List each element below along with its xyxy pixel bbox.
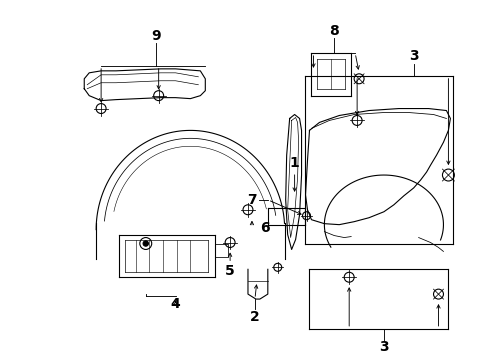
Text: 8: 8: [329, 24, 339, 38]
Text: 4: 4: [170, 297, 180, 311]
Text: 3: 3: [408, 49, 418, 63]
Circle shape: [143, 241, 148, 246]
Text: 6: 6: [260, 221, 269, 235]
Text: 3: 3: [378, 340, 388, 354]
Text: 7: 7: [246, 193, 256, 207]
Text: 5: 5: [225, 264, 235, 278]
Text: 2: 2: [249, 310, 259, 324]
Text: 1: 1: [289, 156, 299, 170]
Text: 9: 9: [151, 29, 160, 43]
